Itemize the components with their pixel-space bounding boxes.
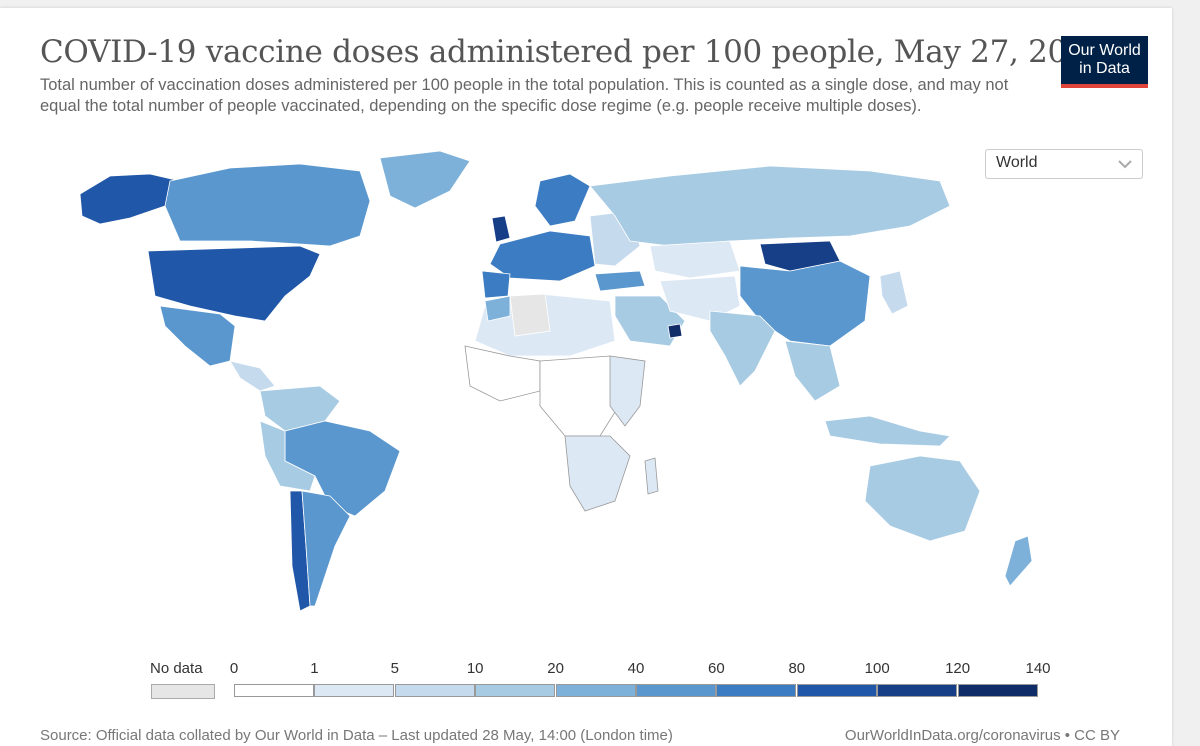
- chart-subtitle: Total number of vaccination doses admini…: [40, 76, 1009, 115]
- region-turkey[interactable]: [594, 270, 646, 292]
- legend-tick-label: 140: [1025, 660, 1051, 677]
- region-kazakhstan[interactable]: [649, 240, 741, 279]
- region-mexico[interactable]: [159, 305, 236, 367]
- region-greenland[interactable]: [379, 150, 471, 209]
- chart-card: COVID-19 vaccine doses administered per …: [0, 8, 1172, 746]
- color-legend: No data 0 1 5 10 20 40 60 80 100 120 140: [0, 656, 1172, 706]
- region-southern-africa[interactable]: [564, 435, 631, 512]
- world-map[interactable]: [70, 146, 1070, 626]
- region-east-africa[interactable]: [609, 355, 646, 427]
- chart-title: COVID-19 vaccine doses administered per …: [40, 34, 1106, 70]
- owid-logo[interactable]: Our World in Data: [1061, 36, 1148, 88]
- region-alaska[interactable]: [79, 173, 181, 225]
- region-southeast-asia[interactable]: [784, 340, 841, 402]
- legend-swatch[interactable]: [716, 684, 797, 697]
- region-middle-east[interactable]: [614, 295, 686, 347]
- credit-link[interactable]: OurWorldInData.org/coronavirus • CC BY: [844, 727, 1120, 744]
- region-algeria-nodata[interactable]: [509, 293, 551, 337]
- region-japan-korea[interactable]: [879, 270, 909, 315]
- logo-line-1: Our World: [1068, 42, 1141, 59]
- region-usa[interactable]: [147, 245, 321, 322]
- legend-tick-label: 60: [708, 660, 725, 677]
- region-china[interactable]: [739, 260, 871, 347]
- legend-tick-label: 5: [390, 660, 399, 677]
- region-central-america[interactable]: [229, 360, 276, 392]
- region-canada[interactable]: [164, 163, 371, 247]
- region-uae[interactable]: [667, 323, 683, 339]
- region-indonesia[interactable]: [824, 415, 951, 447]
- chevron-down-icon: [1118, 160, 1132, 169]
- legend-swatch[interactable]: [234, 684, 314, 697]
- region-australia[interactable]: [864, 455, 981, 542]
- region-select-value: World: [996, 154, 1038, 171]
- region-argentina[interactable]: [301, 490, 351, 607]
- legend-swatch[interactable]: [394, 684, 475, 697]
- legend-swatch[interactable]: [796, 684, 877, 697]
- region-peru-bolivia[interactable]: [259, 420, 316, 492]
- region-scandinavia[interactable]: [534, 173, 591, 227]
- region-select[interactable]: World: [985, 149, 1143, 179]
- legend-tick-label: 0: [229, 660, 239, 677]
- legend-swatch[interactable]: [957, 684, 1038, 697]
- region-iberia[interactable]: [481, 270, 511, 299]
- legend-tick-label: 10: [466, 660, 484, 677]
- legend-tick-label: 120: [945, 660, 971, 677]
- region-madagascar[interactable]: [644, 457, 659, 495]
- source-note: Source: Official data collated by Our Wo…: [40, 727, 673, 744]
- legend-swatch[interactable]: [475, 684, 556, 697]
- legend-swatch[interactable]: [314, 684, 395, 697]
- region-western-europe[interactable]: [489, 230, 596, 282]
- legend-tick-label: 20: [547, 660, 564, 677]
- region-new-zealand[interactable]: [1004, 535, 1033, 587]
- legend-swatch[interactable]: [555, 684, 636, 697]
- legend-tick-label: 80: [788, 660, 806, 677]
- legend-no-data-swatch: [151, 684, 215, 699]
- region-russia[interactable]: [589, 165, 951, 247]
- legend-tick-label: 40: [627, 660, 645, 677]
- region-morocco[interactable]: [484, 295, 511, 322]
- legend-swatch[interactable]: [636, 684, 716, 697]
- logo-line-2: in Data: [1079, 60, 1130, 77]
- legend-tick-label: 100: [864, 660, 890, 677]
- legend-tick-label: 1: [310, 660, 319, 677]
- region-uk[interactable]: [491, 215, 511, 243]
- region-india[interactable]: [709, 310, 776, 387]
- legend-no-data-label: No data: [150, 660, 203, 677]
- legend-swatch[interactable]: [877, 684, 958, 697]
